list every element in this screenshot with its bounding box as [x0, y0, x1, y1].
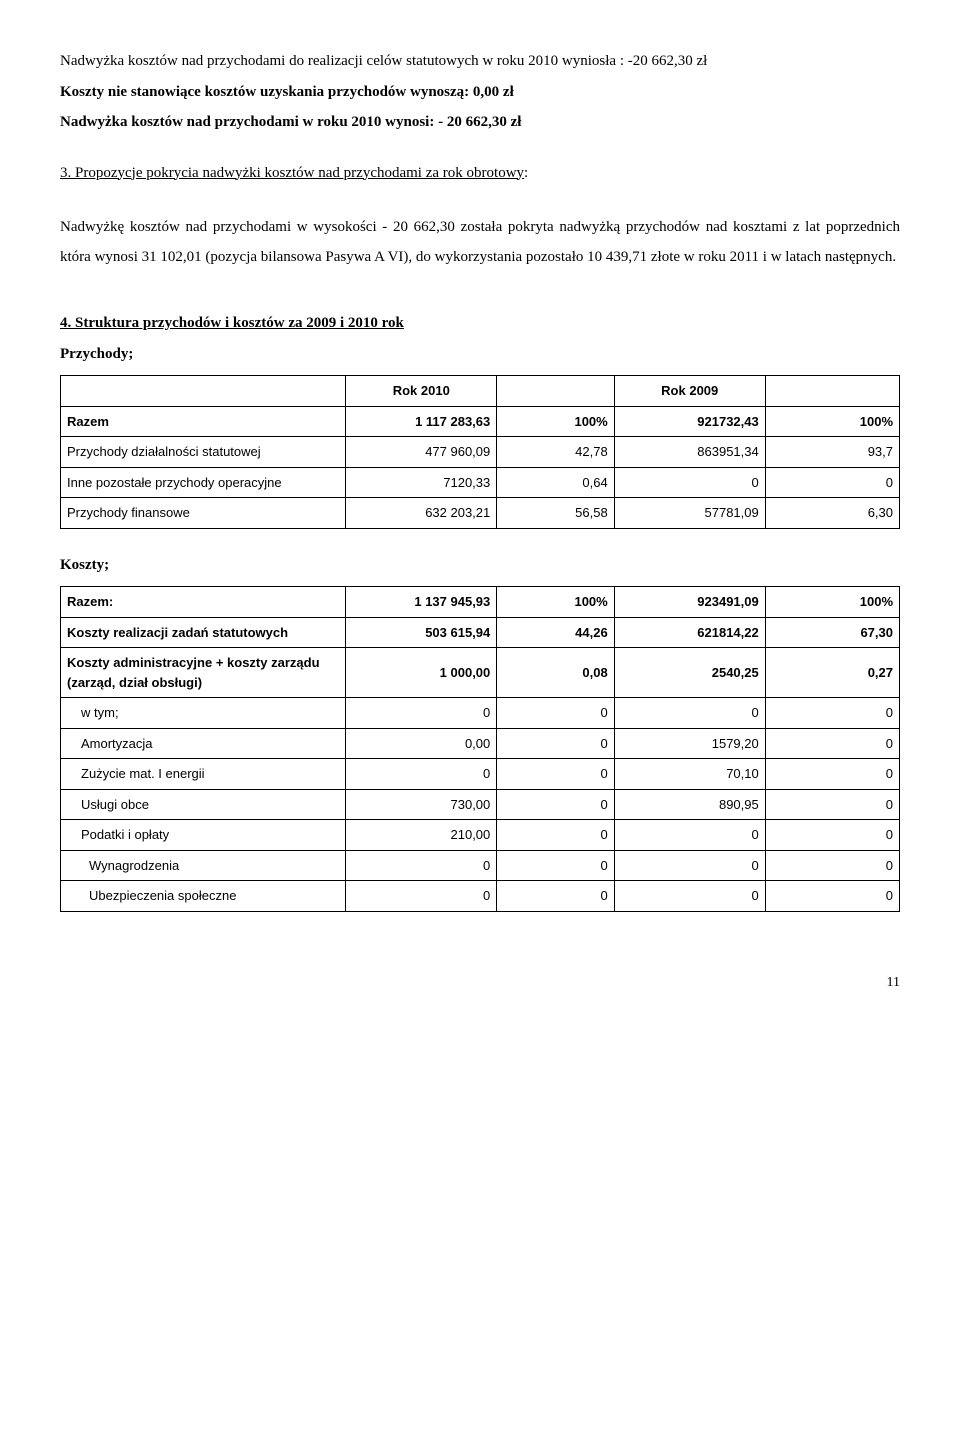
- section-3-title-text: 3. Propozycje pokrycia nadwyżki kosztów …: [60, 165, 524, 181]
- table-cell: Amortyzacja: [61, 728, 346, 759]
- section-3-title: 3. Propozycje pokrycia nadwyżki kosztów …: [60, 162, 900, 185]
- table-cell: 93,7: [765, 437, 899, 468]
- table-cell: 0: [765, 467, 899, 498]
- table-cell: 100%: [497, 587, 614, 618]
- paragraph-2: Koszty nie stanowiące kosztów uzyskania …: [60, 81, 900, 104]
- koszty-heading: Koszty;: [60, 554, 900, 577]
- table-cell: 0,00: [346, 728, 497, 759]
- table-header-cell: [497, 376, 614, 407]
- table-cell: Przychody działalności statutowej: [61, 437, 346, 468]
- table-cell: Przychody finansowe: [61, 498, 346, 529]
- table-cell: 890,95: [614, 789, 765, 820]
- section-3-title-colon: :: [524, 165, 528, 181]
- table-cell: Zużycie mat. I energii: [61, 759, 346, 790]
- table-cell: 923491,09: [614, 587, 765, 618]
- table-cell: 0: [765, 789, 899, 820]
- table-cell: Usługi obce: [61, 789, 346, 820]
- table-cell: 56,58: [497, 498, 614, 529]
- table-cell: 0,08: [497, 648, 614, 698]
- table-cell: 0: [765, 850, 899, 881]
- table-cell: Inne pozostałe przychody operacyjne: [61, 467, 346, 498]
- section-3-body: Nadwyżkę kosztów nad przychodami w wysok…: [60, 212, 900, 272]
- table-cell: 1 117 283,63: [346, 406, 497, 437]
- section-4-title: 4. Struktura przychodów i kosztów za 200…: [60, 312, 900, 335]
- table-cell: 0: [497, 728, 614, 759]
- table-cell: 0: [497, 850, 614, 881]
- table-cell: 0: [497, 789, 614, 820]
- table-cell: 100%: [765, 587, 899, 618]
- table-cell: 7120,33: [346, 467, 497, 498]
- table-cell: 0: [346, 850, 497, 881]
- table-cell: Ubezpieczenia społeczne: [61, 881, 346, 912]
- table-cell: 0: [614, 881, 765, 912]
- table-cell: 0: [497, 759, 614, 790]
- table-cell: Wynagrodzenia: [61, 850, 346, 881]
- table-cell: 0,64: [497, 467, 614, 498]
- table-cell: Razem: [61, 406, 346, 437]
- table-cell: 67,30: [765, 617, 899, 648]
- table-cell: Koszty realizacji zadań statutowych: [61, 617, 346, 648]
- przychody-heading: Przychody;: [60, 343, 900, 366]
- table-cell: 0: [614, 467, 765, 498]
- table-cell: 0: [346, 759, 497, 790]
- table-cell: 503 615,94: [346, 617, 497, 648]
- table-koszty: Razem:1 137 945,93100%923491,09100%Koszt…: [60, 586, 900, 912]
- table-cell: 0: [765, 759, 899, 790]
- table-cell: 0: [765, 698, 899, 729]
- table-cell: 44,26: [497, 617, 614, 648]
- table-cell: 621814,22: [614, 617, 765, 648]
- table-cell: 2540,25: [614, 648, 765, 698]
- table-cell: 1 137 945,93: [346, 587, 497, 618]
- table-cell: 0: [614, 820, 765, 851]
- table-cell: w tym;: [61, 698, 346, 729]
- table-cell: 0: [346, 881, 497, 912]
- table-cell: 0,27: [765, 648, 899, 698]
- table-header-cell: [765, 376, 899, 407]
- table-cell: 100%: [497, 406, 614, 437]
- table-cell: 1 000,00: [346, 648, 497, 698]
- table-cell: 0: [497, 698, 614, 729]
- table-cell: Razem:: [61, 587, 346, 618]
- table-przychody: Rok 2010Rok 2009Razem1 117 283,63100%921…: [60, 375, 900, 529]
- table-cell: 477 960,09: [346, 437, 497, 468]
- table-cell: 57781,09: [614, 498, 765, 529]
- table-cell: 0: [614, 850, 765, 881]
- paragraph-1: Nadwyżka kosztów nad przychodami do real…: [60, 50, 900, 73]
- table-cell: 730,00: [346, 789, 497, 820]
- table-cell: 863951,34: [614, 437, 765, 468]
- table-header-cell: Rok 2010: [346, 376, 497, 407]
- table-cell: 921732,43: [614, 406, 765, 437]
- paragraph-3: Nadwyżka kosztów nad przychodami w roku …: [60, 111, 900, 134]
- page-number: 11: [60, 972, 900, 993]
- table-cell: 100%: [765, 406, 899, 437]
- table-header-cell: Rok 2009: [614, 376, 765, 407]
- table-cell: 632 203,21: [346, 498, 497, 529]
- table-cell: 6,30: [765, 498, 899, 529]
- table-cell: 42,78: [497, 437, 614, 468]
- table-cell: 0: [614, 698, 765, 729]
- table-cell: 1579,20: [614, 728, 765, 759]
- table-cell: 0: [765, 881, 899, 912]
- table-cell: 0: [497, 820, 614, 851]
- table-cell: 70,10: [614, 759, 765, 790]
- table-cell: 210,00: [346, 820, 497, 851]
- table-cell: 0: [346, 698, 497, 729]
- table-header-cell: [61, 376, 346, 407]
- table-cell: 0: [497, 881, 614, 912]
- table-cell: Koszty administracyjne + koszty zarządu …: [61, 648, 346, 698]
- table-cell: Podatki i opłaty: [61, 820, 346, 851]
- table-cell: 0: [765, 728, 899, 759]
- table-cell: 0: [765, 820, 899, 851]
